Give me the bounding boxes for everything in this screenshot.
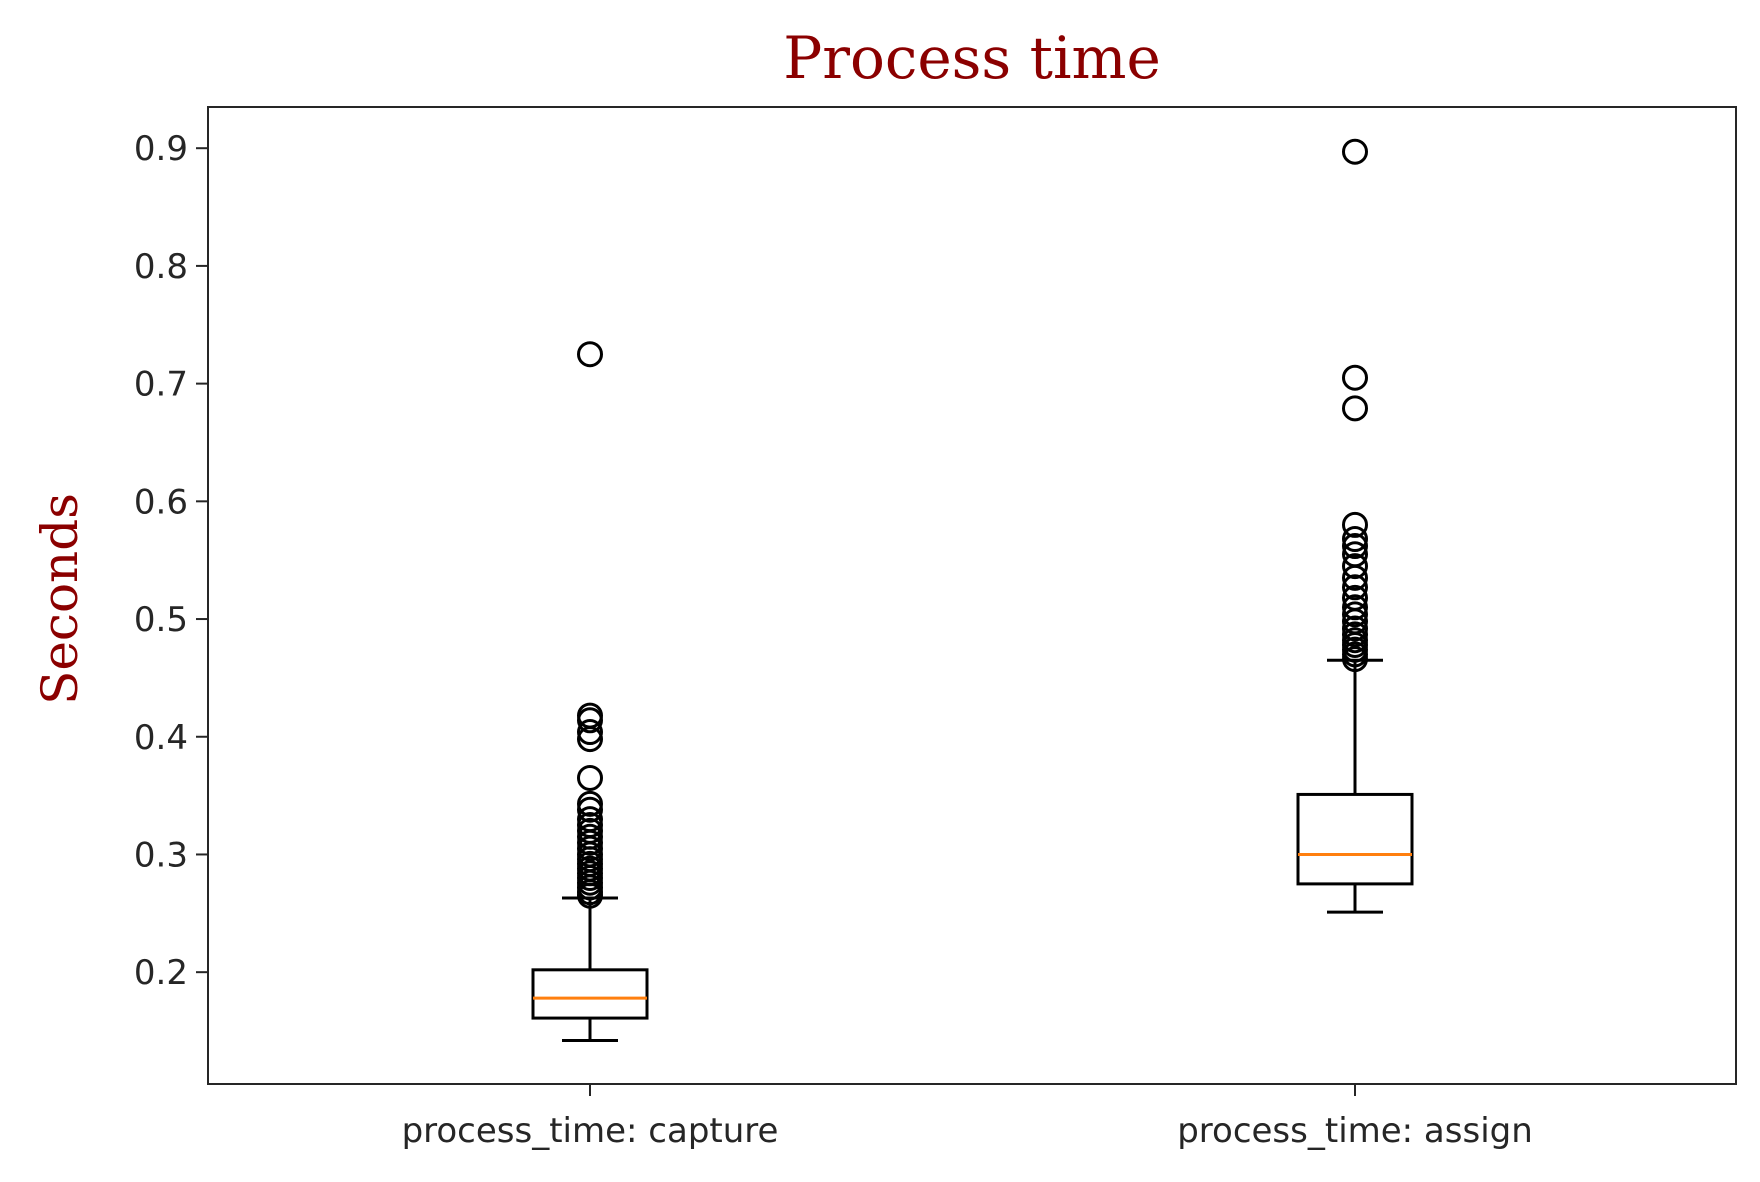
x-tick-label: process_time: assign: [1177, 1111, 1533, 1151]
y-tick-label: 0.4: [134, 718, 188, 758]
y-tick-label: 0.6: [134, 482, 188, 522]
outlier-point: [1342, 601, 1368, 628]
outlier-point: [1342, 594, 1368, 621]
box-plots: [531, 138, 1414, 1042]
outlier-point: [1342, 646, 1368, 673]
outlier-point: [577, 341, 603, 368]
outlier-point: [1342, 533, 1368, 560]
iqr-box: [531, 968, 649, 1020]
outlier-point: [1342, 553, 1368, 580]
x-axis-ticks: process_time: capture process_time: assig…: [402, 1084, 1533, 1151]
outlier-point: [577, 707, 603, 734]
outlier-point: [1342, 364, 1368, 391]
outlier-point: [1342, 395, 1368, 422]
plot-area-frame: [207, 106, 1737, 1085]
outlier-point: [577, 796, 603, 823]
outlier-point: [1342, 511, 1368, 538]
y-tick-label: 0.7: [134, 365, 188, 405]
y-axis-label: Seconds: [31, 493, 89, 705]
outlier-point: [577, 764, 603, 791]
y-tick-label: 0.8: [134, 247, 188, 287]
y-tick-label: 0.5: [134, 600, 188, 640]
outlier-point: [1342, 564, 1368, 591]
outlier-point: [1342, 525, 1368, 552]
outlier-point: [577, 726, 603, 753]
box-group-capture: [531, 341, 649, 1042]
y-tick-label: 0.2: [134, 953, 188, 993]
iqr-box: [1296, 792, 1414, 886]
outlier-point: [1342, 574, 1368, 601]
y-tick-label: 0.9: [134, 129, 188, 169]
outlier-point: [577, 882, 603, 909]
chart-title: Process time: [783, 24, 1161, 92]
outlier-point: [577, 719, 603, 746]
box-group-assign: [1296, 138, 1414, 914]
x-tick-label: process_time: capture: [402, 1111, 779, 1151]
y-axis-ticks: 0.2 0.3 0.4 0.5 0.6 0.7 0.8 0.9: [134, 129, 208, 993]
y-tick-label: 0.3: [134, 835, 188, 875]
outlier-point: [1342, 138, 1368, 165]
